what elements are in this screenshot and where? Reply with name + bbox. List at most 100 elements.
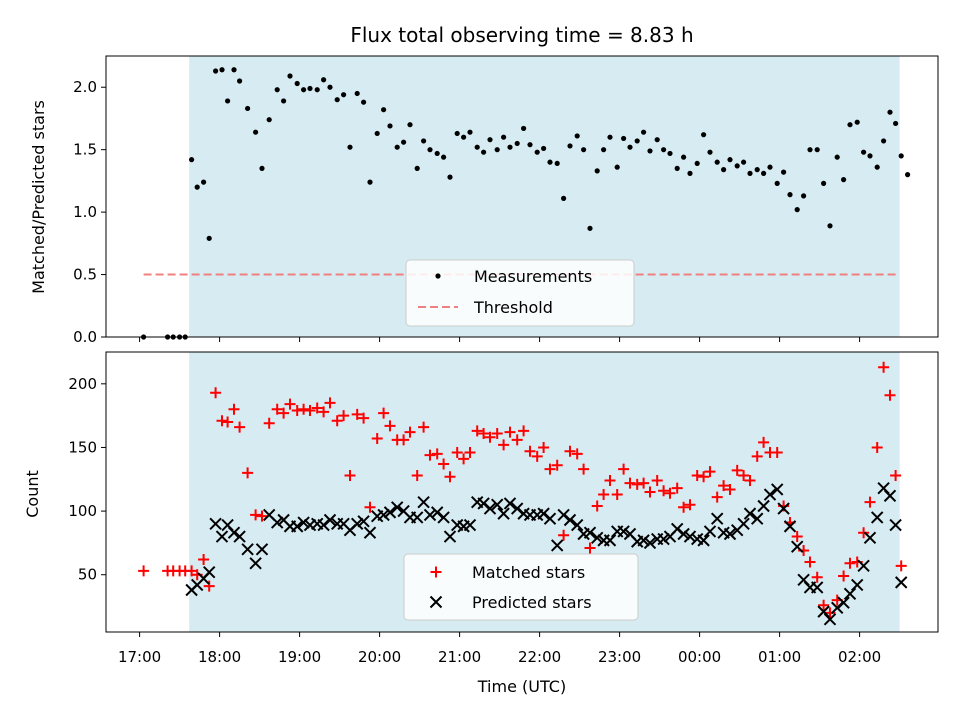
measurement-point [521, 125, 527, 132]
predicted-star-point [202, 565, 216, 579]
measurement-point [814, 147, 820, 153]
matched-star-point [344, 469, 356, 481]
matched-star-point [671, 482, 683, 494]
predicted-star-point [270, 516, 284, 529]
matched-star-point [890, 469, 902, 481]
matched-star-point [228, 403, 240, 415]
measurement-point [581, 147, 587, 153]
matched-star-point [250, 509, 262, 521]
measurement-point [474, 144, 480, 150]
measurement-point [461, 134, 467, 140]
predicted-star-point [863, 531, 877, 545]
bottom-ylabel: Count [23, 470, 42, 518]
measurement-point [587, 225, 593, 231]
matched-star-point [731, 464, 743, 476]
matched-star-point [744, 475, 756, 487]
measurement-point [761, 170, 767, 176]
measurement-point [714, 159, 720, 165]
measurement-point [294, 80, 300, 87]
measurement-point [841, 177, 847, 183]
matched-star-point [424, 449, 436, 461]
measurement-point [774, 180, 780, 186]
measurement-point [361, 99, 367, 105]
bottom-ytick-label: 50 [78, 566, 97, 584]
matched-star-point [538, 441, 550, 453]
measurement-point [801, 193, 807, 199]
matched-star-point [711, 491, 723, 503]
predicted-star-point [757, 499, 770, 513]
predicted-star-point [723, 527, 737, 541]
matched-star-point [378, 407, 390, 419]
matched-star-point [234, 421, 246, 433]
measurement-point [701, 132, 707, 138]
matched-star-point [678, 501, 690, 513]
matched-star-point [738, 469, 750, 481]
measurement-point [747, 170, 753, 176]
predicted-star-point [763, 488, 777, 501]
matched-star-point [458, 453, 470, 465]
predicted-star-point [750, 512, 764, 525]
matched-star-point [571, 448, 583, 460]
predicted-star-point [850, 578, 864, 592]
top-ytick-label: 0.5 [73, 266, 97, 284]
predicted-star-point [889, 518, 902, 532]
predicted-star-point [677, 527, 690, 541]
matched-star-point [498, 439, 510, 451]
matched-star-point [844, 557, 856, 569]
matched-star-point [858, 527, 870, 539]
measurement-point [354, 90, 360, 97]
matched-star-point [604, 475, 616, 487]
predicted-star-point [383, 506, 397, 519]
measurement-point [634, 138, 640, 144]
measurement-point [541, 145, 547, 152]
top-ytick-label: 0.0 [73, 328, 97, 346]
measurement-point [607, 134, 613, 140]
measurement-point [905, 172, 911, 178]
predicted-star-point [255, 543, 269, 556]
measurement-point [641, 129, 647, 135]
predicted-star-point [743, 507, 757, 520]
matched-star-point [618, 463, 630, 475]
matched-star-point [398, 434, 410, 446]
matched-star-point [638, 477, 650, 489]
matched-star-point [331, 415, 343, 427]
predicted-star-point [810, 581, 824, 594]
matched-star-point [698, 471, 710, 483]
matched-star-point [198, 553, 210, 565]
measurement-point [867, 153, 873, 159]
legend-measurements-label: Measurements [474, 267, 592, 286]
matched-star-point [811, 571, 823, 583]
xtick-label: 01:00 [758, 648, 801, 666]
predicted-star-point [590, 531, 604, 545]
measurement-point [407, 122, 413, 128]
predicted-star-point [437, 511, 450, 524]
matched-star-point [203, 580, 215, 592]
matched-star-point [371, 433, 383, 445]
matched-star-point [222, 416, 234, 428]
predicted-star-point [377, 508, 390, 522]
matched-star-point [884, 389, 896, 401]
measurement-point [821, 180, 827, 186]
measurement-point [567, 143, 573, 149]
matched-star-point [518, 425, 530, 437]
matched-star-point [624, 477, 636, 489]
measurement-point [281, 98, 287, 104]
predicted-star-point [357, 515, 370, 528]
matched-star-point [478, 427, 490, 439]
measurement-point [266, 117, 272, 123]
xtick-label: 18:00 [198, 648, 241, 666]
matched-star-point [298, 403, 310, 415]
measurement-point [259, 165, 265, 171]
measurement-point [601, 147, 607, 153]
measurement-point [847, 122, 853, 128]
predicted-star-point [883, 489, 897, 503]
measurement-point [534, 149, 540, 155]
measurement-point [381, 107, 387, 113]
measurement-point [561, 195, 567, 201]
predicted-star-point [894, 576, 908, 589]
matched-star-point [438, 458, 450, 470]
matched-star-point [838, 570, 850, 582]
measurement-point [253, 129, 259, 135]
measurement-point [898, 153, 904, 159]
